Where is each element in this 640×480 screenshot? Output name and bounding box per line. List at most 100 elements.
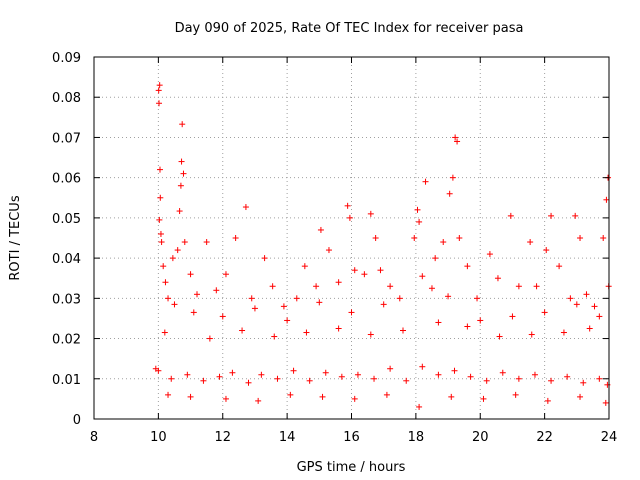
data-point-plus-marker xyxy=(335,279,342,286)
data-point-plus-marker xyxy=(400,327,406,334)
x-tick-label: 24 xyxy=(601,430,618,445)
data-point-plus-marker xyxy=(176,208,183,215)
x-tick-labels: 8 10 12 14 16 18 20 22 24 xyxy=(90,430,617,445)
data-point-plus-marker xyxy=(165,391,172,398)
data-point-plus-marker xyxy=(348,309,355,316)
data-point-plus-marker xyxy=(245,379,252,386)
data-point-plus-marker xyxy=(200,377,207,384)
data-point-plus-marker xyxy=(157,194,164,201)
data-point-plus-marker xyxy=(449,174,456,181)
data-point-plus-marker xyxy=(435,319,442,326)
data-point-plus-marker xyxy=(544,397,551,404)
data-point-plus-marker xyxy=(515,283,522,290)
data-point-plus-marker xyxy=(178,158,185,165)
data-point-plus-marker xyxy=(187,393,194,400)
data-point-plus-marker xyxy=(354,371,361,378)
data-point-plus-marker xyxy=(322,369,329,376)
data-point-plus-marker xyxy=(168,375,175,382)
data-point-plus-marker xyxy=(419,273,426,280)
data-point-plus-marker xyxy=(160,263,167,270)
x-tick-label: 14 xyxy=(279,430,296,445)
data-point-plus-marker xyxy=(548,212,555,219)
data-point-plus-marker xyxy=(583,291,590,298)
data-point-plus-marker xyxy=(180,170,187,177)
data-point-plus-marker xyxy=(371,375,378,382)
data-point-plus-marker xyxy=(452,134,459,141)
data-point-plus-marker xyxy=(219,313,226,320)
y-tick-label: 0.05 xyxy=(52,212,81,227)
y-tick-label: 0.01 xyxy=(52,373,81,388)
y-tick-label: 0.08 xyxy=(52,91,81,106)
data-point-plus-marker xyxy=(293,295,300,302)
y-tick-label: 0.04 xyxy=(52,252,81,267)
data-point-plus-marker xyxy=(515,375,522,382)
data-point-plus-marker xyxy=(577,393,584,400)
chart-title: Day 090 of 2025, Rate Of TEC Index for r… xyxy=(175,21,524,36)
data-point-plus-marker xyxy=(156,166,163,173)
data-point-plus-marker xyxy=(483,377,490,384)
data-point-plus-marker xyxy=(507,212,514,219)
data-point-plus-marker xyxy=(573,301,580,308)
data-point-plus-marker xyxy=(290,367,297,374)
data-point-plus-marker xyxy=(155,87,162,94)
data-point-plus-marker xyxy=(414,206,421,213)
x-tick-label: 22 xyxy=(536,430,553,445)
x-tick-label: 16 xyxy=(343,430,360,445)
data-point-plus-marker xyxy=(261,255,268,262)
y-tick-label: 0.09 xyxy=(52,51,81,66)
data-point-plus-marker xyxy=(428,285,435,292)
data-point-plus-marker xyxy=(206,335,213,342)
data-point-plus-marker xyxy=(155,367,162,374)
data-point-plus-marker xyxy=(325,247,332,254)
y-tick-label: 0.03 xyxy=(52,292,81,307)
data-point-plus-marker xyxy=(156,82,163,89)
data-point-plus-marker xyxy=(380,301,387,308)
y-tick-label: 0 xyxy=(73,413,81,428)
data-point-plus-marker xyxy=(600,235,607,241)
y-tick-label: 0.06 xyxy=(52,172,81,187)
data-point-plus-marker xyxy=(158,239,165,246)
data-point-plus-marker xyxy=(416,218,423,225)
data-point-plus-marker xyxy=(162,279,169,286)
data-point-plus-marker xyxy=(213,287,220,294)
data-point-plus-marker xyxy=(335,325,342,332)
data-point-plus-marker xyxy=(416,403,423,410)
data-point-plus-marker xyxy=(564,373,571,380)
data-point-plus-marker xyxy=(512,391,519,398)
data-point-plus-marker xyxy=(274,375,281,382)
data-point-plus-marker xyxy=(451,367,458,374)
x-tick-label: 8 xyxy=(90,430,98,445)
data-point-plus-marker xyxy=(548,377,555,384)
data-point-plus-marker xyxy=(181,239,188,246)
data-point-plus-marker xyxy=(287,391,294,398)
data-point-plus-marker xyxy=(440,239,447,246)
data-point-plus-marker xyxy=(435,371,442,378)
data-point-plus-marker xyxy=(258,371,265,378)
data-point-plus-marker xyxy=(527,239,534,246)
data-point-plus-marker xyxy=(229,369,236,376)
data-point-plus-marker xyxy=(580,379,587,386)
data-point-plus-marker xyxy=(531,371,538,378)
data-point-plus-marker xyxy=(596,313,603,320)
data-point-plus-marker xyxy=(269,283,276,290)
data-point-plus-marker xyxy=(232,235,239,241)
data-point-plus-marker xyxy=(477,317,484,324)
data-point-plus-marker xyxy=(165,295,172,302)
data-point-plus-marker xyxy=(222,271,229,278)
x-tick-label: 12 xyxy=(214,430,231,445)
data-point-plus-marker xyxy=(556,263,563,270)
x-tick-label: 18 xyxy=(408,430,425,445)
x-axis-label: GPS time / hours xyxy=(297,460,406,475)
tick-marks xyxy=(93,56,610,420)
data-point-plus-marker xyxy=(367,331,374,338)
data-point-plus-marker xyxy=(567,295,574,302)
data-point-plus-marker xyxy=(301,263,308,270)
data-point-plus-marker xyxy=(543,247,550,254)
x-tick-label: 20 xyxy=(472,430,489,445)
data-point-plus-marker xyxy=(194,291,200,298)
data-point-plus-marker xyxy=(361,271,368,278)
data-point-plus-marker xyxy=(316,299,323,306)
data-point-plus-marker xyxy=(344,202,351,209)
data-point-plus-marker xyxy=(157,230,164,237)
